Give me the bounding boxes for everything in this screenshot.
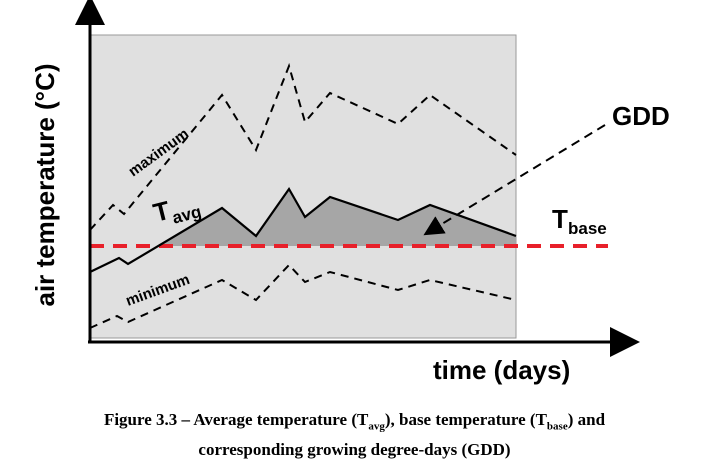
tbase-label: T base (552, 204, 607, 238)
plot-panel (89, 34, 517, 339)
caption-sub-avg: avg (368, 420, 385, 433)
tbase-sub: base (568, 219, 607, 238)
caption-text-b: ), base temperature (T (384, 410, 547, 429)
caption-text-c: ) and (567, 410, 606, 429)
caption-line-2: corresponding growing degree-days (GDD) (198, 440, 511, 460)
gdd-label: GDD (612, 101, 670, 131)
caption-text-a: Figure 3.3 – Average temperature (T (103, 410, 369, 429)
caption-line-1: Figure 3.3 – Average temperature (Tavg),… (0, 408, 709, 438)
tbase-main: T (552, 204, 568, 234)
maximum-curve (89, 62, 517, 231)
average-curve (89, 186, 517, 273)
tavg-main: T (150, 195, 173, 228)
caption-sub-base: base (546, 420, 568, 433)
minimum-curve (89, 263, 517, 329)
y-axis-label: air temperature (°C) (30, 63, 60, 306)
x-axis-label: time (days) (433, 355, 570, 385)
temperature-gdd-diagram: air temperature (°C) time (days) maximum… (30, 0, 670, 385)
figure-caption: Figure 3.3 – Average temperature (Tavg),… (0, 408, 709, 461)
gdd-arrow (423, 124, 606, 236)
